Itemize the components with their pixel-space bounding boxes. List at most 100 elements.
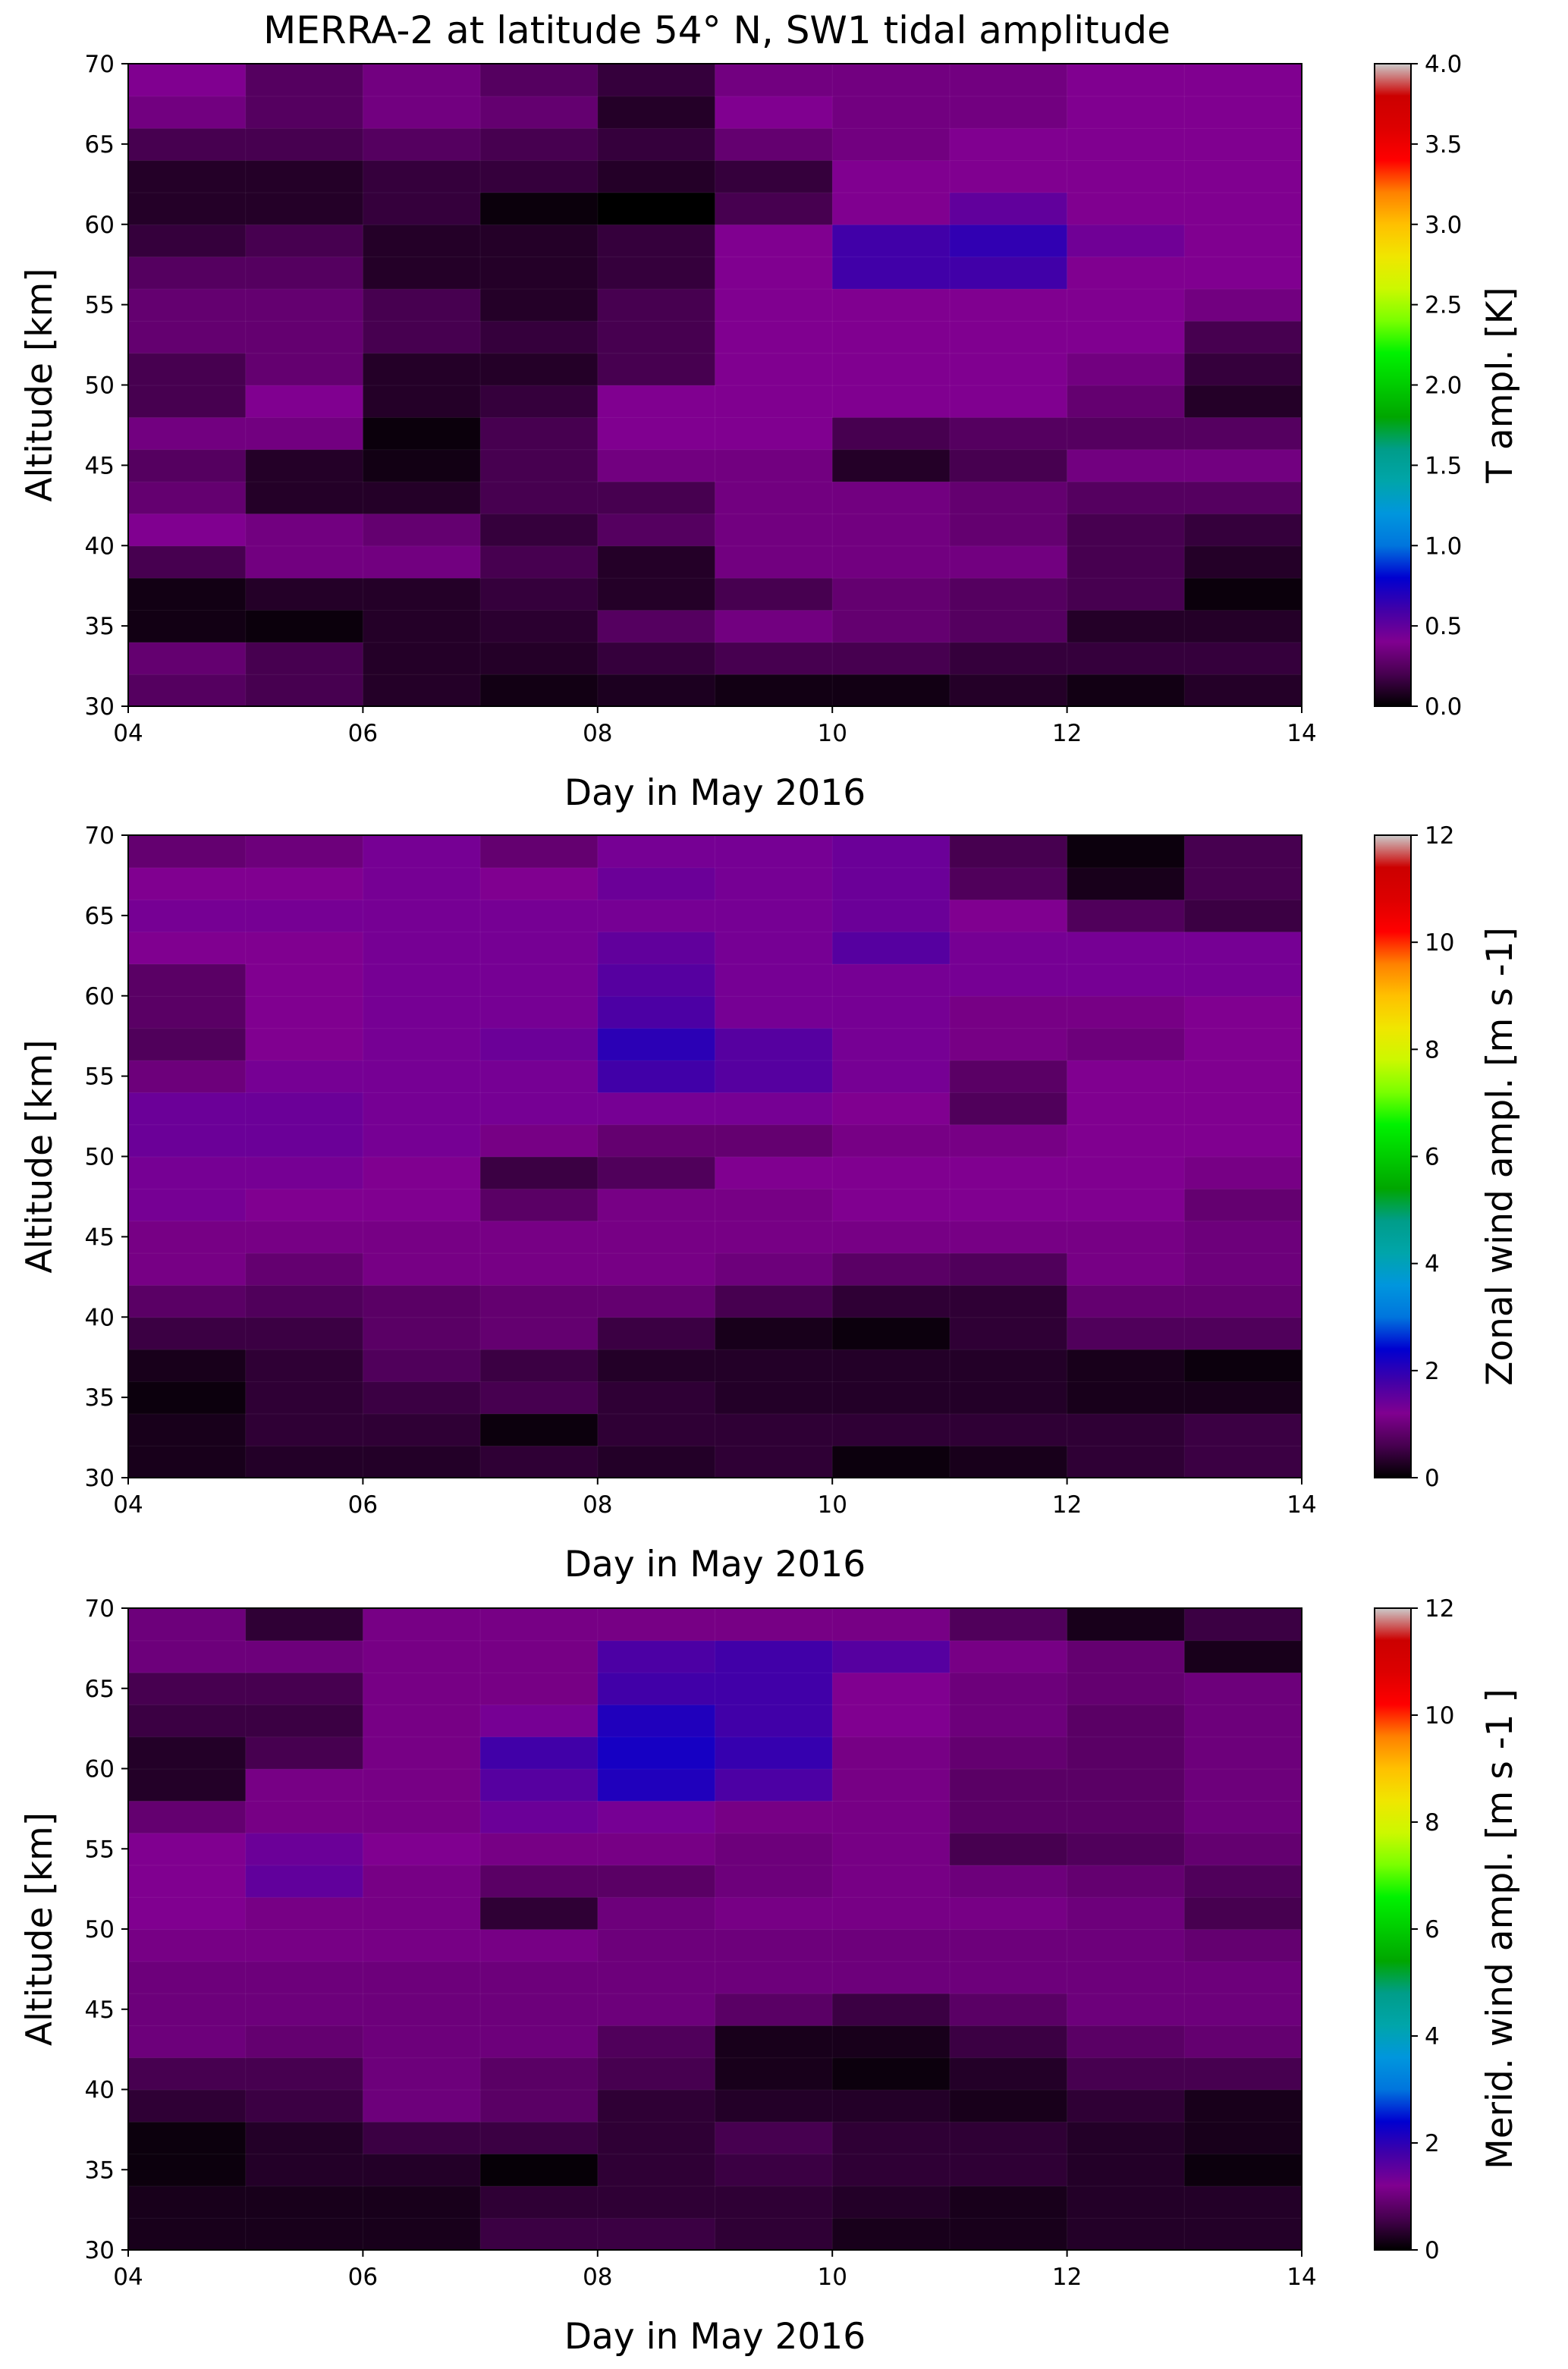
heatmap-cell (479, 899, 599, 933)
heatmap-cell (1183, 1896, 1303, 1931)
heatmap-cell (245, 95, 364, 129)
y-tick-label: 55 (85, 1064, 115, 1091)
colorbar-tick-label: 3.5 (1425, 131, 1462, 159)
heatmap-cell (1183, 931, 1303, 965)
heatmap-cell (715, 1412, 834, 1447)
heatmap-cell (715, 513, 834, 547)
heatmap-cell (831, 2056, 951, 2091)
heatmap-cell (362, 1704, 482, 1738)
heatmap-cell (597, 1349, 716, 1383)
heatmap-cell (1067, 1960, 1186, 1994)
heatmap-cell (1183, 63, 1303, 97)
heatmap-cell (1183, 287, 1303, 322)
heatmap-cell (831, 2089, 951, 2122)
heatmap-cell (127, 2025, 247, 2059)
heatmap-cell (362, 1639, 482, 1673)
heatmap-cell (1183, 513, 1303, 547)
heatmap-cell (1067, 1639, 1186, 1673)
heatmap-cell (597, 2056, 716, 2091)
heatmap-cell (715, 1349, 834, 1383)
heatmap-cell (715, 385, 834, 418)
heatmap-cell (1067, 1059, 1186, 1093)
heatmap-cell (127, 127, 247, 162)
colorbar (1374, 63, 1412, 707)
heatmap-cell (245, 609, 364, 643)
heatmap-cell (949, 963, 1068, 997)
heatmap-cell (715, 127, 834, 162)
heatmap-cell (949, 931, 1068, 965)
heatmap-cell (1183, 2153, 1303, 2187)
heatmap-cell (1183, 1607, 1303, 1642)
heatmap-cell (1183, 127, 1303, 162)
heatmap-cell (831, 352, 951, 386)
heatmap-cell (949, 1672, 1068, 1706)
heatmap-cell (831, 1252, 951, 1287)
heatmap-cell (597, 256, 716, 290)
heatmap-cell (831, 256, 951, 290)
heatmap-cell (597, 191, 716, 225)
heatmap-cell (362, 1412, 482, 1447)
heatmap-cell (715, 320, 834, 354)
heatmap-cell (245, 899, 364, 933)
heatmap-cell (362, 609, 482, 643)
x-tick-label: 10 (817, 720, 847, 747)
heatmap-cell (949, 1993, 1068, 2027)
heatmap-cell (127, 1123, 247, 1158)
heatmap-cell (831, 1027, 951, 1061)
heatmap-cell (949, 1800, 1068, 1834)
heatmap-cell (245, 416, 364, 451)
heatmap-cell (831, 1349, 951, 1383)
heatmap-cell (831, 1800, 951, 1834)
x-tick-label: 06 (348, 720, 378, 747)
heatmap-cell (245, 1123, 364, 1158)
heatmap-cell (127, 1832, 247, 1866)
heatmap-cell (715, 1381, 834, 1415)
heatmap-cell (831, 1316, 951, 1350)
heatmap-cell (245, 674, 364, 708)
heatmap-cell (1183, 416, 1303, 451)
heatmap-cell (715, 674, 834, 708)
heatmap-cell (245, 63, 364, 97)
heatmap-cell (949, 1349, 1068, 1383)
heatmap-cell (949, 1607, 1068, 1642)
heatmap-cell (949, 2056, 1068, 2091)
heatmap-cell (479, 1928, 599, 1962)
heatmap-cell (479, 448, 599, 482)
heatmap-cell (362, 2217, 482, 2251)
heatmap-cell (597, 63, 716, 97)
heatmap-cell (949, 1123, 1068, 1158)
heatmap-cell (1067, 513, 1186, 547)
heatmap-cell (1183, 320, 1303, 354)
heatmap-cell (715, 1704, 834, 1738)
y-tick-label: 50 (85, 372, 115, 400)
heatmap-cell (245, 2025, 364, 2059)
heatmap-cell (949, 1027, 1068, 1061)
heatmap-cell (597, 1704, 716, 1738)
heatmap-cell (362, 1607, 482, 1642)
heatmap-cell (245, 1188, 364, 1222)
heatmap-cell (831, 1928, 951, 1962)
heatmap-cell (127, 834, 247, 869)
heatmap-cell (1067, 287, 1186, 322)
heatmap-cell (245, 1092, 364, 1126)
heatmap-cell (479, 931, 599, 965)
heatmap-cell (949, 609, 1068, 643)
heatmap-cell (245, 1027, 364, 1061)
heatmap-cell (127, 2121, 247, 2155)
heatmap-cell (479, 1896, 599, 1931)
heatmap-cell (362, 995, 482, 1029)
heatmap-cell (245, 931, 364, 965)
heatmap-cell (831, 1736, 951, 1770)
heatmap-cell (831, 1220, 951, 1254)
heatmap-cell (715, 159, 834, 193)
colorbar-tick-label: 2 (1425, 2130, 1440, 2157)
heatmap-cell (1067, 385, 1186, 418)
heatmap-cell (479, 159, 599, 193)
heatmap-cell (715, 577, 834, 611)
y-tick-label: 35 (85, 1384, 115, 1412)
heatmap-cell (949, 320, 1068, 354)
heatmap-cell (362, 1993, 482, 2027)
heatmap-cell (949, 1220, 1068, 1254)
heatmap-cell (127, 63, 247, 97)
heatmap-cell (949, 416, 1068, 451)
